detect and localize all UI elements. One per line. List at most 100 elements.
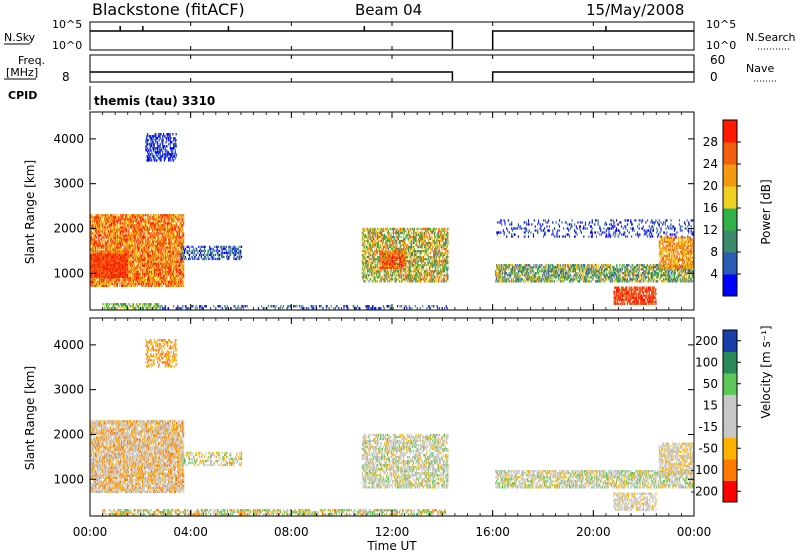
heatmap-cell (119, 257, 121, 260)
heatmap-cell (129, 240, 131, 243)
heatmap-cell (136, 276, 139, 279)
heatmap-cell (145, 147, 147, 150)
heatmap-cell (119, 228, 121, 231)
heatmap-cell (154, 248, 156, 251)
heatmap-cell (136, 276, 138, 279)
heatmap-cell (141, 284, 143, 288)
heatmap-cell (134, 226, 136, 229)
heatmap-cell (179, 214, 181, 217)
heatmap-cell (111, 278, 113, 281)
heatmap-cell (111, 222, 113, 225)
heatmap-cell (133, 248, 135, 251)
heatmap-cell (124, 234, 126, 237)
heatmap-cell (147, 135, 149, 138)
heatmap-cell (176, 307, 178, 310)
heatmap-cell (168, 218, 170, 221)
heatmap-cell (102, 224, 104, 227)
heatmap-cell (173, 270, 175, 273)
heatmap-cell (171, 141, 173, 144)
heatmap-cell (187, 245, 189, 249)
heatmap-cell (364, 270, 366, 273)
heatmap-cell (172, 236, 174, 239)
heatmap-cell (381, 278, 383, 281)
heatmap-cell (147, 149, 150, 152)
heatmap-cell (111, 228, 113, 231)
heatmap-cell (136, 280, 139, 283)
heatmap-cell (109, 275, 111, 279)
heatmap-cell (168, 228, 170, 231)
heatmap-cell (131, 268, 133, 271)
heatmap-cell (372, 254, 374, 257)
heatmap-cell (115, 222, 117, 225)
heatmap-cell (152, 280, 155, 283)
heatmap-cell (178, 258, 180, 261)
heatmap-cell (144, 230, 146, 233)
heatmap-cell (182, 258, 184, 261)
heatmap-cell (126, 236, 129, 239)
heatmap-cell (158, 260, 160, 263)
heatmap-cell (125, 216, 127, 219)
heatmap-cell (90, 228, 92, 231)
heatmap-cell (95, 275, 98, 279)
heatmap-cell (92, 282, 94, 285)
heatmap-cell (90, 259, 92, 262)
heatmap-cell (121, 248, 124, 251)
heatmap-cell (150, 278, 152, 281)
heatmap-cell (162, 143, 164, 146)
heatmap-cell (173, 242, 175, 245)
heatmap-cell (180, 230, 182, 233)
heatmap-cell (131, 272, 134, 275)
heatmap-cell (128, 224, 130, 227)
heatmap-cell (181, 280, 183, 283)
heatmap-cell (118, 261, 120, 264)
heatmap-cell (120, 273, 122, 277)
heatmap-cell (107, 280, 109, 283)
heatmap-cell (101, 253, 103, 256)
heatmap-cell (113, 226, 115, 229)
heatmap-cell (163, 252, 165, 255)
heatmap-cell (165, 224, 167, 227)
heatmap-cell (148, 274, 150, 277)
heatmap-cell (161, 141, 163, 144)
heatmap-cell (131, 214, 133, 217)
heatmap-cell (199, 305, 201, 308)
heatmap-cell (150, 274, 152, 277)
heatmap-cell (133, 234, 135, 237)
heatmap-cell (135, 236, 137, 239)
heatmap-cell (119, 242, 121, 245)
heatmap-cell (158, 278, 160, 281)
heatmap-cell (160, 220, 162, 223)
heatmap-cell (145, 218, 147, 221)
heatmap-cell (132, 250, 134, 253)
heatmap-cell (101, 242, 103, 245)
heatmap-cell (146, 270, 148, 273)
heatmap-cell (159, 135, 161, 138)
heatmap-cell (96, 269, 98, 272)
heatmap-cell (384, 276, 386, 279)
heatmap-cell (116, 216, 118, 219)
heatmap-cell (120, 246, 122, 249)
heatmap-cell (107, 244, 109, 247)
heatmap-cell (151, 276, 153, 279)
heatmap-cell (128, 244, 130, 247)
heatmap-cell (172, 234, 174, 237)
heatmap-cell (151, 274, 153, 277)
heatmap-cell (376, 229, 378, 233)
heatmap-cell (246, 305, 249, 308)
heatmap-cell (111, 269, 113, 272)
heatmap-cell (103, 267, 105, 270)
heatmap-cell (136, 262, 139, 265)
heatmap-cell (150, 238, 152, 241)
heatmap-cell (165, 236, 167, 239)
heatmap-cell (190, 305, 192, 308)
heatmap-cell (177, 214, 179, 217)
heatmap-cell (234, 245, 236, 249)
heatmap-cell (161, 214, 163, 217)
heatmap-cell (131, 234, 134, 237)
heatmap-cell (178, 274, 181, 277)
heatmap-cell (161, 218, 163, 221)
heatmap-cell (95, 273, 98, 277)
heatmap-cell (100, 218, 102, 221)
heatmap-cell (130, 272, 132, 275)
heatmap-cell (120, 234, 122, 237)
